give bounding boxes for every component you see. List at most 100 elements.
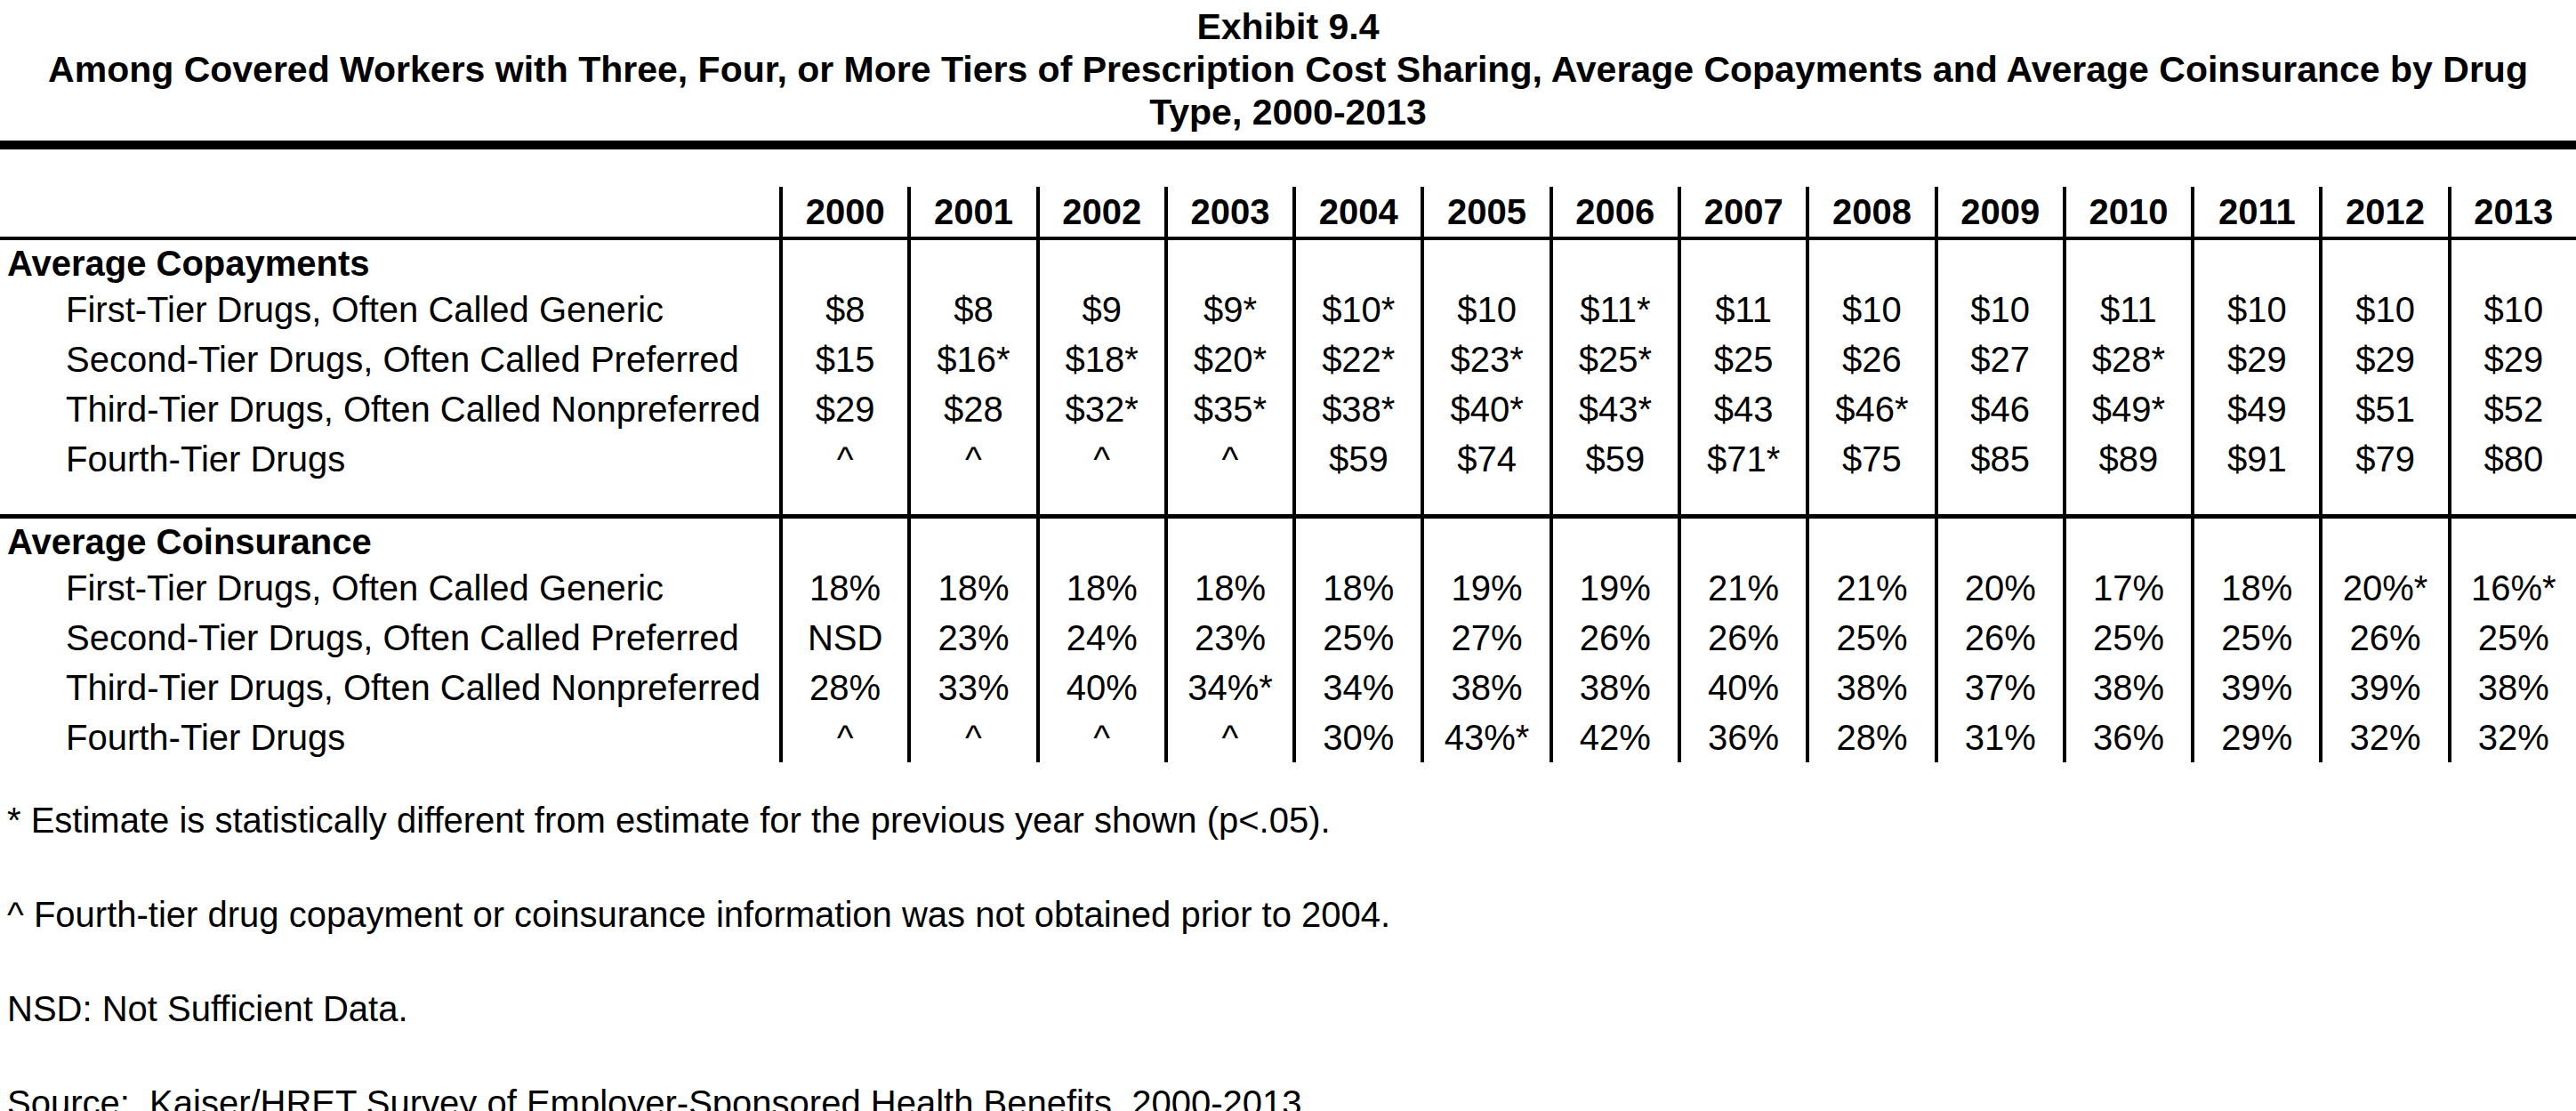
table-cell: $10 xyxy=(1806,285,1934,334)
table-row: Fourth-Tier Drugs^^^^$59$74$59$71*$75$85… xyxy=(0,434,2576,484)
spacer-cell xyxy=(2448,484,2576,514)
year-header-cell: 2006 xyxy=(1550,187,1678,237)
table-cell: 18% xyxy=(907,563,1035,613)
row-label: Second-Tier Drugs, Often Called Preferre… xyxy=(0,334,779,384)
empty-cell xyxy=(1292,240,1421,285)
table-cell: 25% xyxy=(2063,613,2191,663)
empty-cell xyxy=(779,519,907,563)
table-cell: $79 xyxy=(2319,434,2447,484)
table-cell: $23* xyxy=(1421,334,1549,384)
table-cell: 21% xyxy=(1806,563,1934,613)
row-label: First-Tier Drugs, Often Called Generic xyxy=(0,285,779,334)
table-cell: 38% xyxy=(1421,663,1549,712)
spacer-cell xyxy=(1550,484,1678,514)
year-header-cell: 2002 xyxy=(1036,187,1164,237)
table-cell: $51 xyxy=(2319,384,2447,434)
empty-cell xyxy=(1550,519,1678,563)
table-cell: $18* xyxy=(1036,334,1164,384)
table-cell: $89 xyxy=(2063,434,2191,484)
year-header-cell: 2001 xyxy=(907,187,1035,237)
title-block: Exhibit 9.4 Among Covered Workers with T… xyxy=(0,0,2576,133)
footnotes: * Estimate is statistically different fr… xyxy=(0,800,2576,1111)
table-cell: $10 xyxy=(2448,285,2576,334)
table-cell: 39% xyxy=(2191,663,2319,712)
table-cell: 26% xyxy=(1678,613,1806,663)
table-cell: $52 xyxy=(2448,384,2576,434)
table-cell: ^ xyxy=(779,712,907,762)
table-cell: $29 xyxy=(2319,334,2447,384)
table-cell: $91 xyxy=(2191,434,2319,484)
empty-cell xyxy=(1036,240,1164,285)
year-header-cell: 2007 xyxy=(1678,187,1806,237)
section-label-average-coinsurance: Average Coinsurance xyxy=(0,519,779,565)
table-row: Second-Tier Drugs, Often Called Preferre… xyxy=(0,334,2576,384)
table-cell: 38% xyxy=(1550,663,1678,712)
table-cell: 24% xyxy=(1036,613,1164,663)
table-cell: 43%* xyxy=(1421,712,1549,762)
table-cell: 18% xyxy=(779,563,907,613)
table-cell: $49 xyxy=(2191,384,2319,434)
table-cell: $10 xyxy=(1421,285,1549,334)
table-cell: $15 xyxy=(779,334,907,384)
table-cell: 37% xyxy=(1935,663,2063,712)
table-body: Average CopaymentsFirst-Tier Drugs, Ofte… xyxy=(0,240,2576,762)
section-label-average-copayments: Average Copayments xyxy=(0,240,779,286)
table-cell: $28 xyxy=(907,384,1035,434)
row-label: Third-Tier Drugs, Often Called Nonprefer… xyxy=(0,663,779,712)
table-row: First-Tier Drugs, Often Called Generic18… xyxy=(0,563,2576,613)
empty-cell xyxy=(907,240,1035,285)
empty-cell xyxy=(1164,519,1292,563)
table-cell: $43 xyxy=(1678,384,1806,434)
empty-cell xyxy=(1421,240,1549,285)
table-cell: NSD xyxy=(779,613,907,663)
table-cell: 18% xyxy=(1292,563,1421,613)
table-cell: 32% xyxy=(2448,712,2576,762)
table-cell: 18% xyxy=(1036,563,1164,613)
empty-cell xyxy=(1036,519,1164,563)
table-cell: 38% xyxy=(1806,663,1934,712)
empty-cell xyxy=(1935,240,2063,285)
spacer-label-cell xyxy=(0,484,779,514)
page-title-line2: Type, 2000-2013 xyxy=(0,91,2576,133)
table-cell: $59 xyxy=(1550,434,1678,484)
table-cell: $9 xyxy=(1036,285,1164,334)
spacer-cell xyxy=(1421,484,1549,514)
spacer-cell xyxy=(1935,484,2063,514)
table-cell: 38% xyxy=(2063,663,2191,712)
table-cell: $29 xyxy=(2448,334,2576,384)
spacer-cell xyxy=(1292,484,1421,514)
table-cell: $46 xyxy=(1935,384,2063,434)
table-cell: 25% xyxy=(1292,613,1421,663)
empty-cell xyxy=(2448,240,2576,285)
table-row: Third-Tier Drugs, Often Called Nonprefer… xyxy=(0,663,2576,712)
table-cell: 18% xyxy=(2191,563,2319,613)
row-label: First-Tier Drugs, Often Called Generic xyxy=(0,563,779,613)
table-cell: $27 xyxy=(1935,334,2063,384)
empty-cell xyxy=(1678,240,1806,285)
data-table: 2000200120022003200420052006200720082009… xyxy=(0,187,2576,762)
table-cell: $43* xyxy=(1550,384,1678,434)
table-cell: 21% xyxy=(1678,563,1806,613)
spacer-cell xyxy=(2063,484,2191,514)
table-cell: 25% xyxy=(2448,613,2576,663)
year-header-cell: 2011 xyxy=(2191,187,2319,237)
spacer-cell xyxy=(779,484,907,514)
empty-cell xyxy=(2063,519,2191,563)
table-row: Fourth-Tier Drugs^^^^30%43%*42%36%28%31%… xyxy=(0,712,2576,762)
table-cell: ^ xyxy=(907,434,1035,484)
empty-cell xyxy=(2191,519,2319,563)
table-cell: $59 xyxy=(1292,434,1421,484)
spacer-cell xyxy=(2319,484,2447,514)
year-header-cell: 2008 xyxy=(1806,187,1934,237)
table-cell: 26% xyxy=(1550,613,1678,663)
page-title-line1: Among Covered Workers with Three, Four, … xyxy=(0,48,2576,91)
table-cell: ^ xyxy=(1164,712,1292,762)
table-cell: 20%* xyxy=(2319,563,2447,613)
year-header-spacer xyxy=(0,187,779,237)
table-cell: ^ xyxy=(779,434,907,484)
row-label: Fourth-Tier Drugs xyxy=(0,434,779,484)
table-cell: 28% xyxy=(779,663,907,712)
table-cell: $26 xyxy=(1806,334,1934,384)
year-header-cell: 2009 xyxy=(1935,187,2063,237)
empty-cell xyxy=(1806,519,1934,563)
